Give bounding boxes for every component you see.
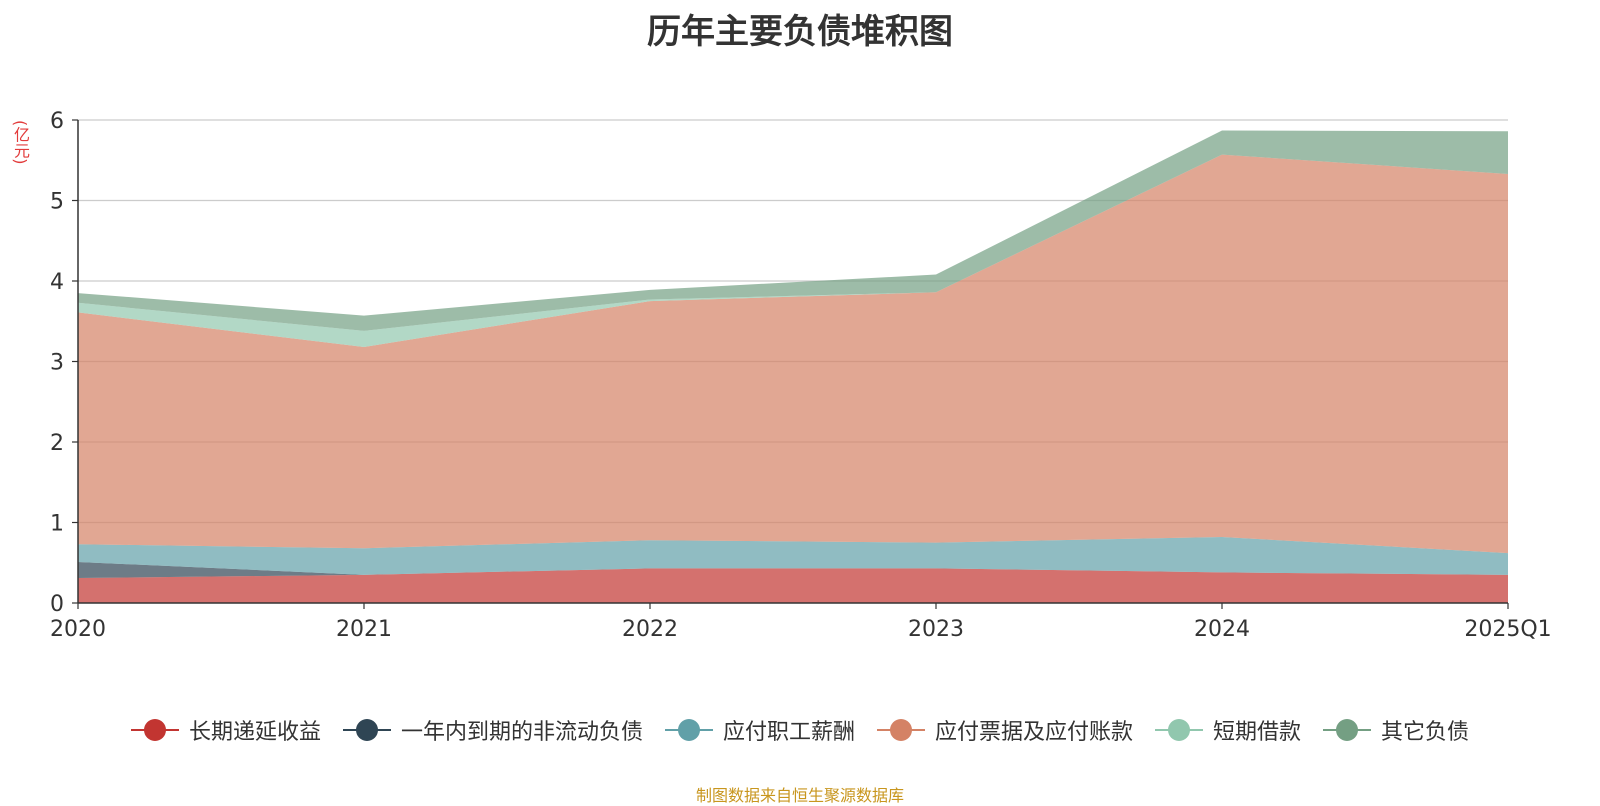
legend-marker-icon (1155, 718, 1204, 742)
y-tick-label: 0 (50, 592, 64, 617)
area-series-1 (78, 568, 1508, 603)
legend-item[interactable]: 短期借款 (1155, 714, 1301, 746)
y-tick-labels: 0 1 2 3 4 5 6 (50, 109, 64, 617)
x-tick-label: 2022 (622, 617, 678, 642)
legend-label: 应付职工薪酬 (722, 720, 855, 745)
area-series-2 (78, 561, 1508, 579)
legend-item[interactable]: 长期递延收益 (130, 714, 321, 746)
x-tick-label: 2025Q1 (1464, 617, 1551, 642)
legend-marker-icon (664, 718, 713, 742)
legend-item[interactable]: 应付票据及应付账款 (877, 714, 1133, 746)
legend-marker-icon (1323, 718, 1372, 742)
axes (72, 119, 1509, 609)
area-series-5 (78, 154, 1508, 348)
x-tick-labels: 2020 2021 2022 2023 2024 2025Q1 (50, 617, 1552, 642)
y-tick-label: 3 (50, 351, 64, 376)
x-tick-label: 2024 (1194, 617, 1250, 642)
y-tick-label: 4 (50, 270, 64, 295)
legend: 长期递延收益 一年内到期的非流动负债 应付职工薪酬 应付票据及应付账款 短期借款 其它负债 (0, 714, 1600, 746)
x-tick-label: 2021 (336, 617, 392, 642)
y-axis-unit-label: (亿元) (11, 120, 30, 165)
legend-item[interactable]: 应付职工薪酬 (664, 714, 855, 746)
legend-marker-icon (877, 718, 925, 742)
legend-label: 一年内到期的非流动负债 (400, 720, 643, 745)
area-series-4 (78, 154, 1508, 554)
source-note: 制图数据来自恒生聚源数据库 (695, 786, 904, 805)
area-series-6 (78, 130, 1508, 331)
legend-marker-icon (342, 718, 391, 742)
chart-title: 历年主要负债堆积图 (647, 12, 953, 52)
y-tick-label: 1 (50, 512, 64, 537)
x-tick-label: 2023 (908, 617, 964, 642)
y-tick-label: 5 (50, 190, 64, 215)
legend-label: 短期借款 (1213, 720, 1302, 745)
legend-item[interactable]: 其它负债 (1323, 714, 1469, 746)
legend-item[interactable]: 一年内到期的非流动负债 (342, 714, 643, 746)
y-tick-label: 6 (50, 109, 64, 134)
legend-label: 其它负债 (1381, 720, 1470, 745)
area-series-3 (78, 536, 1508, 575)
legend-label: 应付票据及应付账款 (935, 720, 1134, 745)
legend-label: 长期递延收益 (188, 720, 321, 745)
x-tick-label: 2020 (50, 617, 106, 642)
area-series (78, 130, 1508, 603)
legend-marker-icon (130, 718, 179, 742)
y-tick-label: 2 (50, 431, 64, 456)
